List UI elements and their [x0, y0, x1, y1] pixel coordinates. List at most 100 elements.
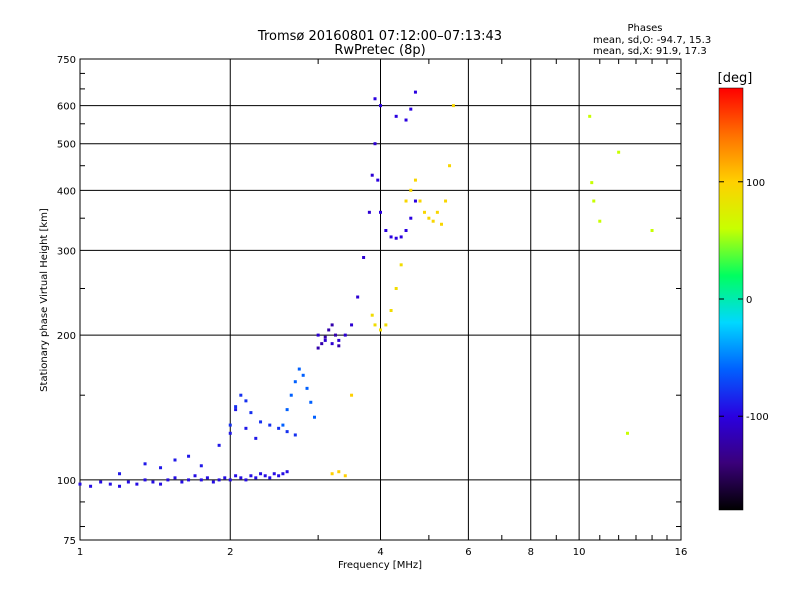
data-point	[337, 344, 341, 348]
series-o-mode-top-echoes	[373, 90, 417, 122]
y-tick-label: 600	[57, 102, 76, 113]
data-point	[370, 173, 374, 177]
x-tick-label: 8	[528, 547, 534, 558]
data-point	[268, 423, 272, 427]
data-point	[254, 476, 258, 480]
data-point	[379, 210, 382, 214]
data-point	[135, 482, 139, 486]
x-axis-label: Frequency [MHz]	[338, 560, 422, 571]
y-tick-label: 200	[57, 331, 76, 342]
data-point	[173, 458, 177, 462]
data-point	[228, 431, 232, 435]
series-x-mode-low-echoes	[330, 393, 354, 478]
data-point	[337, 338, 341, 342]
data-point	[199, 478, 203, 482]
x-tick-label: 6	[465, 547, 471, 558]
data-point	[223, 476, 227, 480]
data-point	[404, 228, 408, 232]
data-point	[187, 454, 191, 458]
data-point	[263, 474, 267, 478]
data-point	[431, 219, 435, 223]
data-point	[249, 474, 253, 478]
data-point	[327, 328, 331, 332]
data-point	[239, 393, 243, 397]
data-point	[588, 114, 592, 118]
data-point	[316, 346, 320, 350]
data-point	[205, 476, 209, 480]
data-point	[394, 114, 398, 118]
y-tick-label: 100	[57, 476, 76, 487]
series-x-mode-f2-trace	[404, 104, 455, 226]
data-point	[187, 478, 191, 482]
data-point	[333, 333, 337, 337]
data-point	[379, 104, 382, 108]
data-point	[367, 210, 371, 214]
data-point	[323, 338, 327, 342]
series-x-mode-f1-trace	[370, 263, 403, 332]
data-point	[199, 464, 203, 468]
data-point	[413, 90, 417, 94]
x-tick-label: 10	[573, 547, 586, 558]
data-point	[394, 286, 398, 290]
series-o-mode-f2-trace	[376, 178, 417, 240]
data-point	[413, 178, 417, 182]
data-point	[118, 472, 122, 476]
colorbar-tick-label: -100	[746, 412, 769, 423]
data-point	[108, 482, 112, 486]
data-point	[389, 309, 393, 313]
data-point	[180, 480, 184, 484]
data-point	[281, 423, 285, 427]
colorbar-tick-label: 0	[746, 295, 752, 306]
data-point	[590, 181, 594, 185]
y-tick-label: 750	[57, 55, 76, 66]
series-high-frequency-scatter	[588, 114, 654, 435]
series-o-mode-low-e-region-trace	[78, 470, 289, 488]
y-tick-label: 300	[57, 246, 76, 257]
data-point	[376, 178, 380, 182]
legend-entry-x-mode: mean, sd,X: 91.9, 17.3	[593, 46, 707, 57]
data-point	[373, 142, 377, 146]
data-point	[277, 474, 281, 478]
data-point	[404, 118, 408, 122]
data-point	[427, 216, 431, 220]
data-point	[118, 484, 122, 488]
data-point	[281, 472, 285, 476]
data-point	[394, 236, 398, 240]
data-point	[330, 323, 334, 327]
data-point	[89, 484, 93, 488]
y-tick-label: 75	[63, 536, 76, 547]
data-point	[285, 430, 289, 434]
colorbar-ticks: 100 0 -100	[719, 178, 769, 423]
data-point	[126, 480, 130, 484]
chart-title: Tromsø 20160801 07:12:00–07:13:43	[257, 29, 502, 44]
data-point	[650, 228, 654, 232]
plot-area: 1 2 4 6 8 10 16 75 100 200 300 400 500 600 750	[57, 55, 687, 558]
data-point	[448, 164, 452, 168]
data-point	[418, 199, 422, 203]
data-point	[440, 222, 444, 226]
data-point	[277, 426, 281, 430]
data-point	[228, 423, 232, 427]
data-point	[211, 480, 215, 484]
data-point	[356, 295, 360, 299]
data-point	[362, 255, 366, 259]
data-point	[305, 386, 309, 390]
data-point	[330, 472, 334, 476]
data-point	[413, 199, 417, 203]
y-axis-label: Stationary phase Virtual Height [km]	[39, 208, 50, 392]
data-point	[272, 472, 276, 476]
data-point	[166, 478, 170, 482]
data-point	[244, 478, 248, 482]
data-point	[404, 199, 408, 203]
data-point	[259, 420, 263, 424]
x-tick-label: 2	[227, 547, 233, 558]
data-point	[244, 426, 248, 430]
x-tick-label: 1	[77, 547, 83, 558]
colorbar: [deg] 100 0 -100	[718, 71, 769, 511]
data-point	[151, 480, 155, 484]
data-point	[343, 474, 347, 478]
data-point	[285, 408, 289, 412]
data-point	[285, 470, 289, 474]
data-point	[330, 342, 334, 346]
chart-subtitle: RwPretec (8p)	[334, 43, 425, 58]
